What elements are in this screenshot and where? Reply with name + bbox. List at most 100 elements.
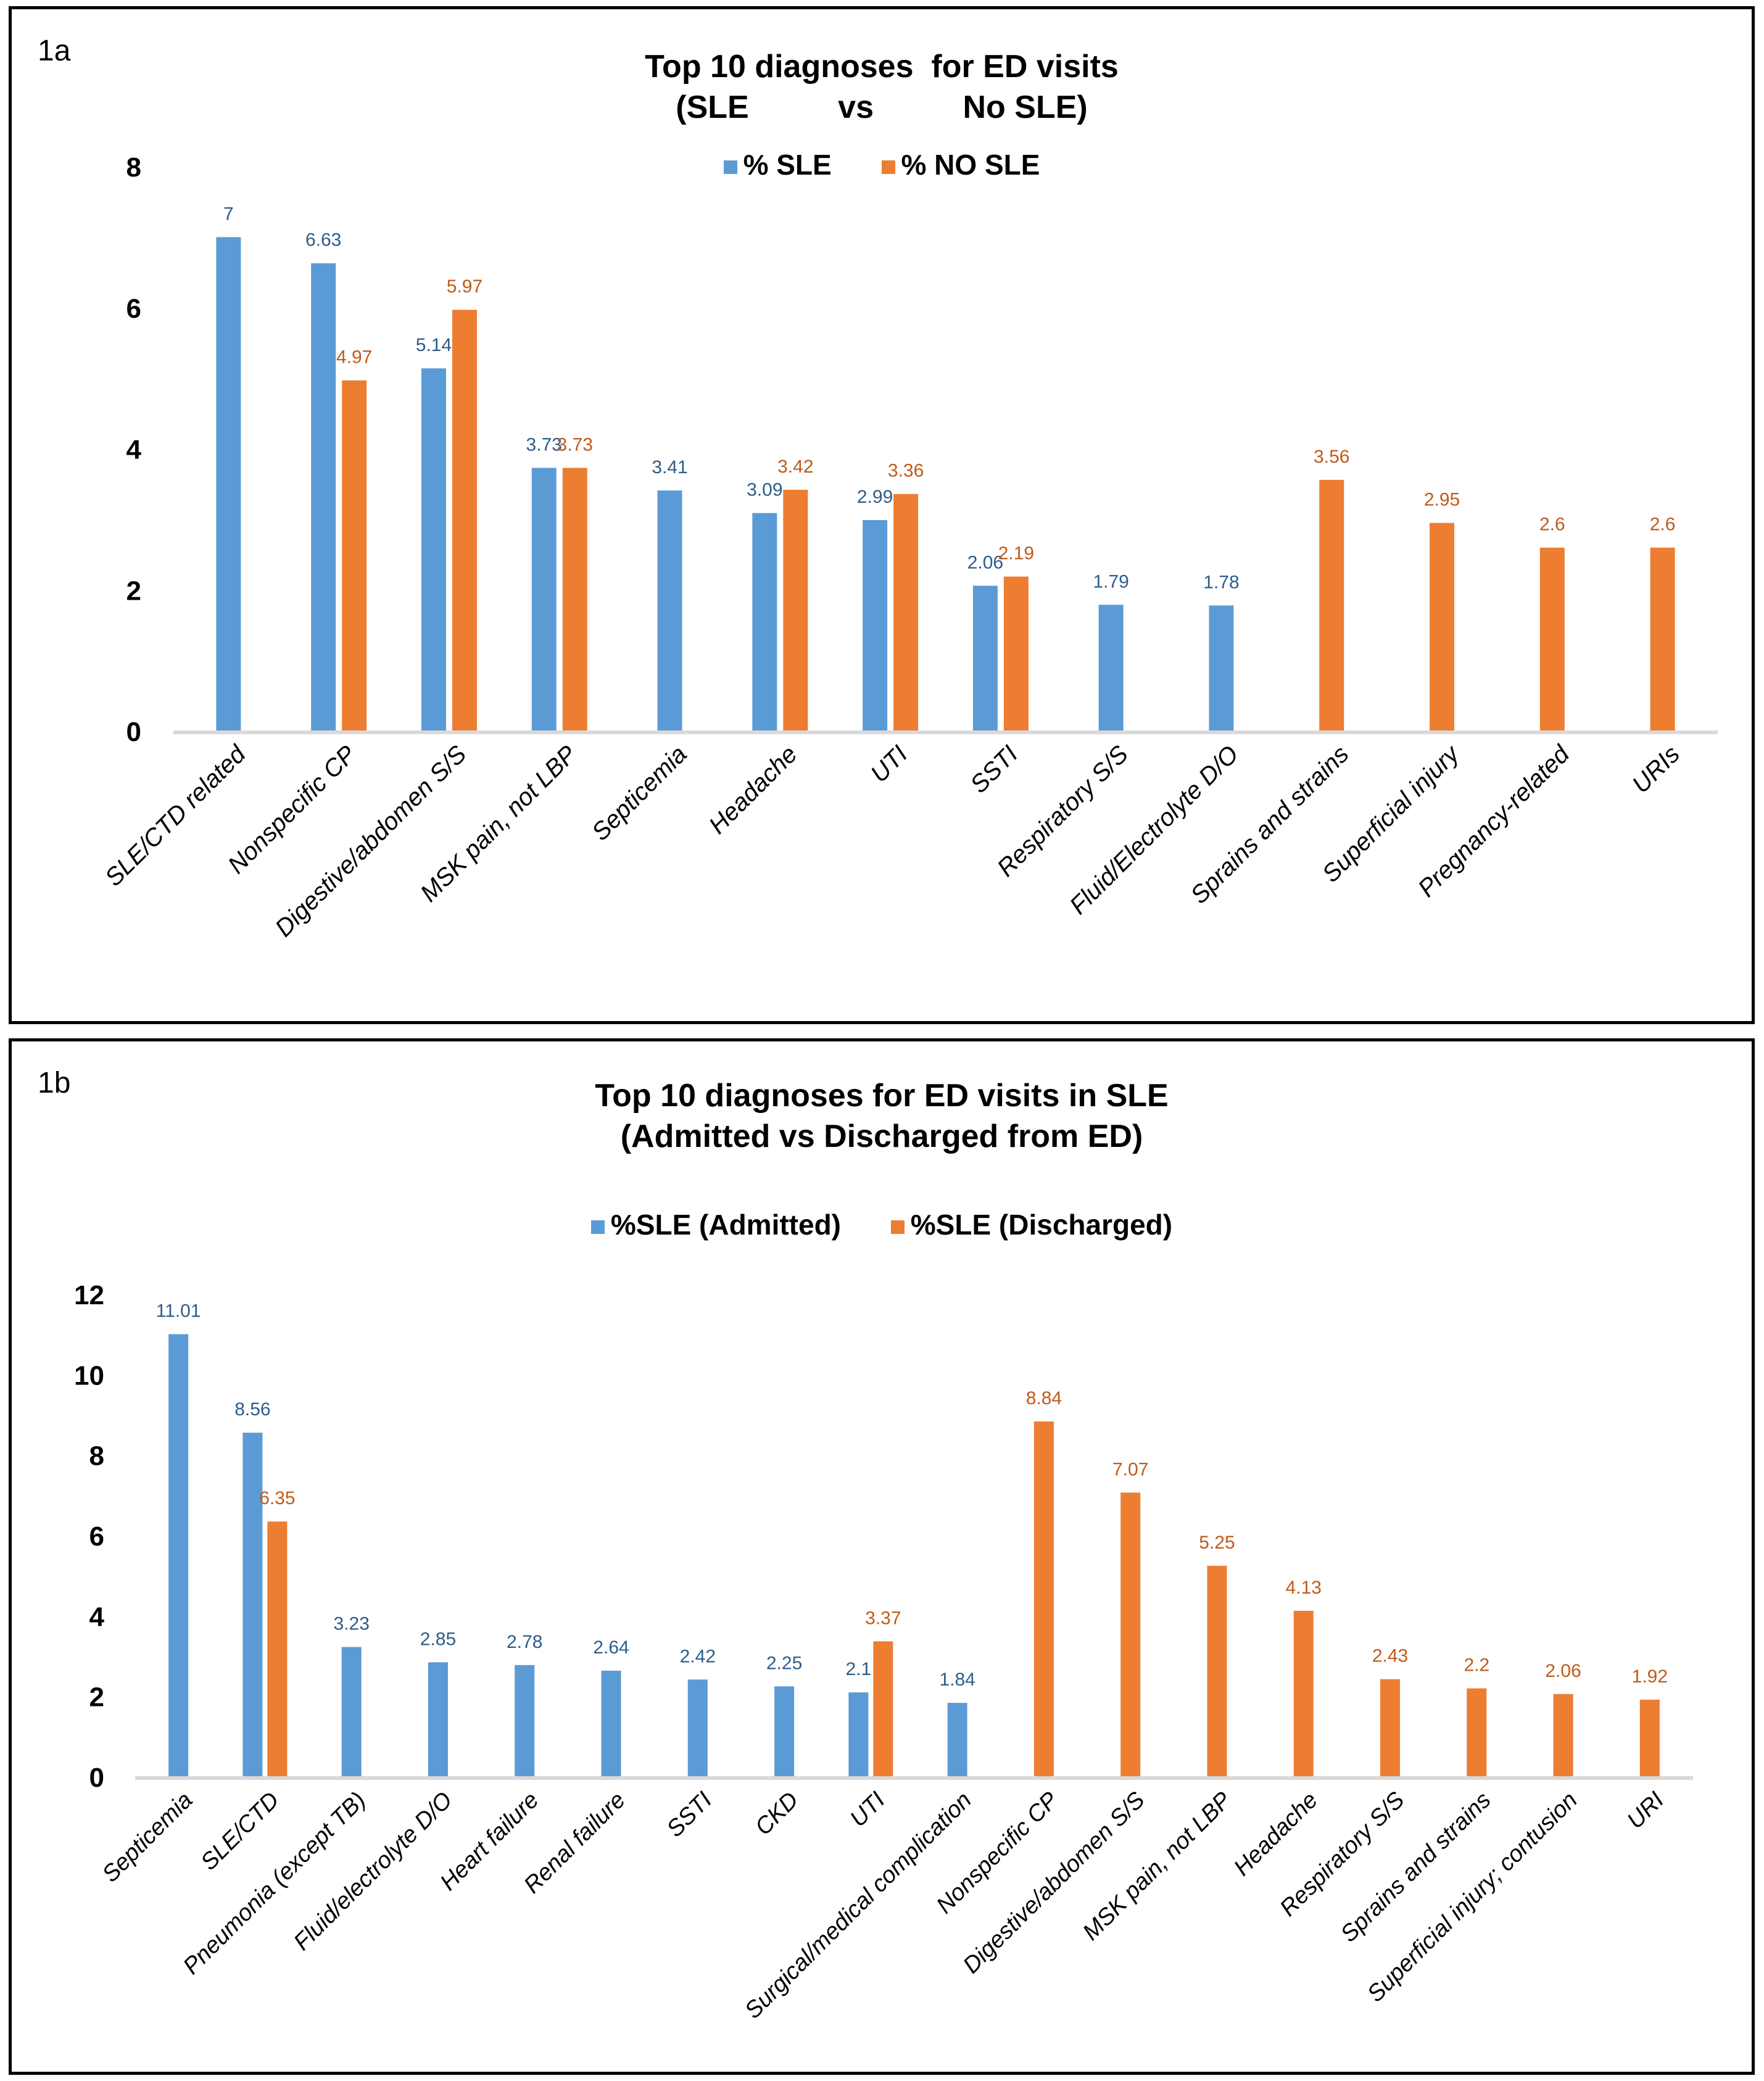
bar <box>1033 1421 1054 1777</box>
data-label: 6.35 <box>259 1488 295 1508</box>
x-category-label: Septicemia <box>587 740 692 846</box>
x-category-label: Headache <box>1229 1787 1323 1881</box>
x-category-label: SLE/CTD <box>196 1787 284 1876</box>
y-tick-label: 6 <box>89 1521 104 1552</box>
x-category-label: Septicemia <box>97 1787 198 1888</box>
panel-1b: 1b Top 10 diagnoses for ED visits in SLE… <box>9 1038 1755 2075</box>
data-label: 1.79 <box>1093 571 1128 592</box>
bar <box>972 585 998 731</box>
legend: %SLE (Admitted) %SLE (Discharged) <box>12 1208 1752 1241</box>
panel-label: 1b <box>38 1067 71 1099</box>
bar <box>1539 547 1565 731</box>
data-label: 3.23 <box>333 1614 369 1634</box>
bar <box>242 1433 263 1777</box>
data-label: 1.84 <box>939 1669 975 1690</box>
bar <box>311 263 336 732</box>
data-label: 2.06 <box>967 552 1003 573</box>
x-category-label: SSTI <box>662 1787 718 1842</box>
bar <box>421 368 446 731</box>
chart-title: Top 10 diagnoses for ED visits in SLE (A… <box>595 1078 1169 1154</box>
bar <box>848 1692 869 1777</box>
data-label: 4.13 <box>1286 1578 1322 1598</box>
bar <box>428 1662 448 1777</box>
data-label: 2.95 <box>1424 490 1460 510</box>
data-label: 3.36 <box>888 461 924 481</box>
legend-label: %SLE (Discharged) <box>910 1209 1173 1241</box>
legend: % SLE % NO SLE <box>12 148 1752 181</box>
x-category-label: UTI <box>845 1787 890 1832</box>
bar <box>562 468 587 731</box>
y-tick-label: 0 <box>89 1763 104 1793</box>
bar <box>342 380 367 731</box>
chart-title: Top 10 diagnoses for ED visits (SLE vs N… <box>645 49 1119 125</box>
legend-swatch-no-sle <box>881 160 895 174</box>
data-label: 6.63 <box>305 230 341 250</box>
legend-label: %SLE (Admitted) <box>610 1209 841 1241</box>
y-tick-label: 4 <box>126 435 142 465</box>
bar <box>1650 547 1675 731</box>
legend-item-admitted: %SLE (Admitted) <box>590 1208 841 1241</box>
data-label: 5.14 <box>416 335 452 355</box>
y-tick-label: 2 <box>126 576 141 606</box>
y-tick-label: 4 <box>89 1602 105 1632</box>
bar <box>1639 1699 1660 1777</box>
data-label: 2.42 <box>680 1646 716 1666</box>
bar <box>216 237 241 731</box>
legend-label: % NO SLE <box>901 149 1040 181</box>
x-category-label: URI <box>1622 1787 1669 1834</box>
data-label: 7.07 <box>1112 1459 1148 1479</box>
bar <box>947 1703 967 1777</box>
y-tick-label: 10 <box>74 1360 104 1391</box>
legend-swatch-sle <box>723 160 737 174</box>
bar <box>1120 1492 1141 1777</box>
data-label: 8.84 <box>1026 1388 1062 1409</box>
bar <box>1209 605 1234 731</box>
bar <box>893 494 919 731</box>
x-category-label: SLE/CTD related <box>100 740 252 892</box>
data-label: 2.06 <box>1545 1661 1581 1681</box>
data-label: 2.78 <box>507 1632 542 1652</box>
legend-item-sle: % SLE <box>723 148 832 181</box>
bar <box>341 1647 362 1777</box>
legend-item-discharged: %SLE (Discharged) <box>890 1208 1173 1241</box>
bar <box>267 1521 288 1777</box>
bar <box>863 520 888 731</box>
data-label: 7 <box>223 204 234 224</box>
x-category-label: MSK pain, not LBP <box>1078 1787 1236 1945</box>
bar <box>1293 1610 1314 1777</box>
data-label: 3.09 <box>747 480 782 500</box>
bar <box>752 513 777 731</box>
x-category-label: UTI <box>866 740 913 788</box>
data-label: 2.6 <box>1650 515 1676 535</box>
bar <box>1207 1565 1227 1777</box>
bar <box>531 468 557 731</box>
bar <box>1430 523 1455 731</box>
data-label: 3.73 <box>526 434 562 455</box>
bar-chart-1a: 0 2 4 6 8 7 6.63 5.14 3.73 3.41 3.09 2.99 2.06 1.79 1.… <box>100 152 1718 942</box>
bar <box>452 310 477 731</box>
bar <box>783 489 808 731</box>
legend-swatch-discharged <box>890 1220 905 1234</box>
bar <box>1003 576 1029 731</box>
bar <box>1553 1694 1573 1777</box>
legend-item-no-sle: % NO SLE <box>881 148 1040 181</box>
bar <box>1098 605 1124 731</box>
legend-swatch-admitted <box>590 1220 605 1234</box>
bar <box>515 1665 535 1777</box>
data-label: 2.85 <box>420 1629 456 1649</box>
x-category-label: Digestive/abdomen S/S <box>270 740 472 942</box>
x-category-label: Digestive/abdomen S/S <box>958 1787 1149 1979</box>
x-category-label: Sprains and strains <box>1336 1787 1496 1948</box>
bar-chart-1b: 0 2 4 6 8 10 12 11.01 8.56 3.23 2.85 2.78 2.64 2.42 2.… <box>74 1280 1693 2024</box>
data-label: 11.01 <box>156 1301 201 1322</box>
data-label: 2.6 <box>1539 515 1565 535</box>
data-label: 1.92 <box>1632 1666 1668 1687</box>
x-category-label: Fluid/electrolyte D/O <box>289 1787 457 1956</box>
data-label: 3.41 <box>652 457 687 478</box>
y-tick-label: 2 <box>89 1682 104 1713</box>
data-label: 2.99 <box>857 487 893 507</box>
data-label: 3.56 <box>1314 447 1349 467</box>
bar <box>774 1686 795 1777</box>
data-label: 5.25 <box>1199 1533 1235 1553</box>
x-category-label: URIs <box>1627 740 1685 798</box>
